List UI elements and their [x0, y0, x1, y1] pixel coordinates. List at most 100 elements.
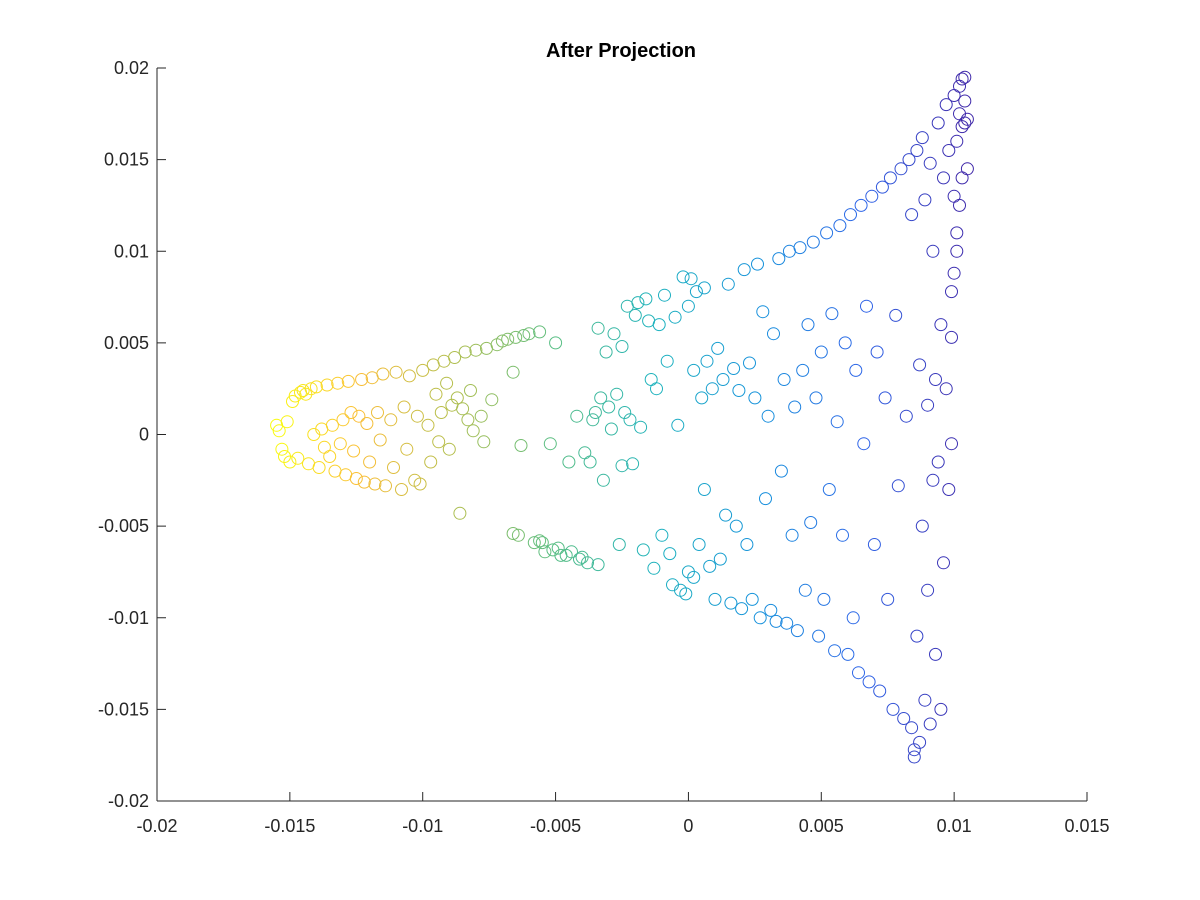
data-point — [607, 327, 621, 341]
data-point — [931, 455, 945, 469]
data-point — [533, 534, 547, 548]
data-point — [913, 735, 927, 749]
data-point — [626, 457, 640, 471]
data-point — [939, 382, 953, 396]
data-point — [424, 455, 438, 469]
data-point — [602, 400, 616, 414]
data-point — [955, 72, 969, 86]
data-point — [395, 483, 408, 496]
data-point — [325, 418, 339, 432]
data-point — [910, 144, 924, 157]
data-point — [373, 433, 387, 447]
data-point — [549, 336, 563, 350]
data-point — [426, 358, 440, 372]
data-point — [894, 162, 908, 176]
data-point — [854, 198, 868, 212]
data-point — [599, 345, 613, 359]
data-point — [953, 79, 966, 93]
data-point — [945, 330, 958, 344]
data-point — [535, 536, 549, 550]
data-point — [684, 272, 698, 286]
data-point — [833, 219, 847, 233]
data-point — [440, 376, 454, 390]
data-point — [732, 384, 746, 397]
data-point — [862, 675, 876, 689]
x-tick-label: 0.005 — [799, 816, 844, 836]
data-point — [812, 629, 826, 643]
data-point — [320, 378, 334, 392]
data-point — [309, 380, 323, 394]
data-point — [283, 455, 297, 469]
data-point — [721, 277, 735, 291]
data-point — [663, 547, 677, 561]
data-point — [594, 391, 608, 405]
data-point — [724, 596, 738, 610]
data-point — [421, 418, 435, 432]
data-point — [860, 299, 873, 313]
data-point — [668, 310, 682, 324]
data-point — [652, 318, 666, 332]
data-point — [798, 583, 812, 597]
data-point — [647, 561, 661, 575]
x-tick-label: 0.015 — [1064, 816, 1109, 836]
data-point — [331, 376, 345, 390]
x-tick-label: 0 — [683, 816, 693, 836]
data-point — [450, 391, 464, 405]
data-point — [591, 321, 605, 335]
data-point — [368, 477, 382, 491]
data-point — [474, 409, 488, 423]
data-point — [612, 538, 626, 551]
data-point — [817, 592, 831, 606]
data-points — [270, 70, 974, 764]
data-point — [402, 369, 416, 383]
data-point — [464, 384, 477, 397]
data-point — [384, 413, 398, 427]
data-point — [918, 193, 932, 207]
data-point — [806, 235, 820, 249]
data-point — [315, 422, 329, 436]
data-point — [708, 592, 722, 606]
data-point — [870, 345, 884, 359]
data-point — [692, 538, 706, 551]
data-point — [838, 336, 852, 350]
y-tick-label: 0.02 — [114, 58, 149, 78]
data-point — [767, 327, 780, 341]
data-point — [926, 244, 940, 258]
data-point — [716, 373, 730, 386]
y-tick-label: -0.005 — [98, 516, 149, 536]
data-point — [945, 437, 958, 451]
data-point — [727, 362, 741, 375]
data-point — [883, 171, 897, 185]
data-point — [958, 94, 972, 108]
data-point — [623, 413, 637, 427]
data-point — [272, 424, 286, 438]
data-point — [389, 365, 403, 379]
data-point — [881, 592, 895, 606]
data-point — [304, 382, 318, 396]
data-point — [785, 528, 799, 542]
data-point — [759, 492, 772, 506]
data-point — [889, 308, 903, 322]
data-point — [764, 603, 778, 617]
data-point — [565, 545, 578, 559]
data-point — [506, 365, 520, 379]
data-point — [950, 226, 964, 240]
data-point — [931, 116, 945, 130]
data-point — [485, 393, 499, 407]
data-point — [347, 444, 361, 458]
data-point — [511, 528, 525, 542]
data-point — [416, 363, 430, 377]
data-point — [958, 70, 972, 84]
data-point — [615, 340, 629, 353]
data-point — [355, 373, 369, 386]
data-point — [562, 455, 576, 469]
data-point — [814, 345, 828, 359]
data-point — [780, 616, 794, 630]
data-point — [533, 325, 547, 339]
data-point — [687, 363, 701, 377]
data-point — [410, 409, 424, 423]
data-point — [745, 592, 759, 606]
data-point — [660, 354, 674, 368]
data-point — [772, 252, 786, 266]
data-point — [907, 750, 921, 764]
